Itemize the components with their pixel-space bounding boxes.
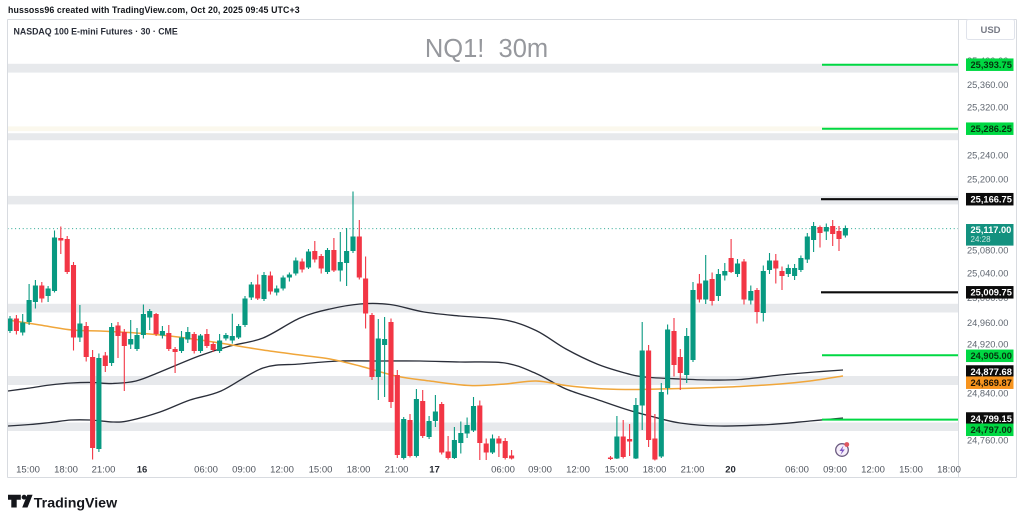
svg-text:21:00: 21:00: [681, 464, 705, 475]
svg-text:24,869.87: 24,869.87: [971, 378, 1012, 388]
svg-text:15:00: 15:00: [309, 464, 333, 475]
svg-text:09:00: 09:00: [823, 464, 847, 475]
svg-text:24,920.00: 24,920.00: [967, 339, 1008, 349]
svg-text:24,760.00: 24,760.00: [967, 435, 1008, 445]
svg-text:NQ1! 30m: NQ1! 30m: [425, 35, 548, 63]
svg-text:25,360.00: 25,360.00: [967, 80, 1008, 90]
svg-text:15:00: 15:00: [16, 464, 40, 475]
svg-text:16: 16: [137, 464, 148, 475]
svg-text:24,960.00: 24,960.00: [967, 318, 1008, 328]
svg-text:18:00: 18:00: [643, 464, 667, 475]
svg-text:09:00: 09:00: [528, 464, 552, 475]
svg-text:15:00: 15:00: [605, 464, 629, 475]
svg-text:24,797.00: 24,797.00: [971, 425, 1012, 435]
svg-text:09:00: 09:00: [232, 464, 256, 475]
svg-text:18:00: 18:00: [54, 464, 78, 475]
svg-text:TradingView: TradingView: [34, 496, 118, 512]
svg-text:25,240.00: 25,240.00: [967, 151, 1008, 161]
svg-text:25,040.00: 25,040.00: [967, 269, 1008, 279]
svg-text:06:00: 06:00: [785, 464, 809, 475]
svg-text:17: 17: [429, 464, 440, 475]
svg-text:24,905.00: 24,905.00: [971, 351, 1012, 361]
svg-text:18:00: 18:00: [937, 464, 961, 475]
svg-text:25,009.75: 25,009.75: [971, 288, 1012, 298]
svg-text:25,117.00: 25,117.00: [971, 225, 1012, 235]
svg-text:25,286.25: 25,286.25: [971, 124, 1012, 134]
svg-text:hussoss96 created with Trading: hussoss96 created with TradingView.com, …: [8, 5, 300, 15]
svg-text:15:00: 15:00: [899, 464, 923, 475]
svg-text:12:00: 12:00: [566, 464, 590, 475]
svg-text:25,320.00: 25,320.00: [967, 102, 1008, 112]
svg-text:25,080.00: 25,080.00: [967, 246, 1008, 256]
svg-text:21:00: 21:00: [385, 464, 409, 475]
svg-text:24,799.15: 24,799.15: [971, 414, 1012, 424]
svg-text:25,200.00: 25,200.00: [967, 175, 1008, 185]
svg-text:24,840.00: 24,840.00: [967, 388, 1008, 398]
svg-text:USD: USD: [980, 25, 1000, 36]
svg-text:06:00: 06:00: [491, 464, 515, 475]
svg-text:20: 20: [725, 464, 736, 475]
svg-text:18:00: 18:00: [347, 464, 371, 475]
svg-text:06:00: 06:00: [194, 464, 218, 475]
svg-text:12:00: 12:00: [270, 464, 294, 475]
svg-text:25,166.75: 25,166.75: [971, 195, 1012, 205]
svg-text:NASDAQ 100 E-mini Futures · 30: NASDAQ 100 E-mini Futures · 30 · CME: [14, 27, 178, 37]
svg-text:21:00: 21:00: [92, 464, 116, 475]
svg-text:25,393.75: 25,393.75: [971, 60, 1012, 70]
svg-text:24,877.68: 24,877.68: [971, 367, 1012, 377]
svg-text:12:00: 12:00: [861, 464, 885, 475]
svg-text:24:28: 24:28: [971, 235, 992, 244]
